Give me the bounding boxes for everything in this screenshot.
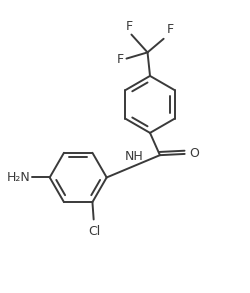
Text: H₂N: H₂N <box>6 171 30 184</box>
Text: NH: NH <box>125 150 143 163</box>
Text: F: F <box>126 20 132 33</box>
Text: F: F <box>116 53 123 66</box>
Text: O: O <box>188 147 198 161</box>
Text: F: F <box>166 23 173 36</box>
Text: Cl: Cl <box>88 225 100 238</box>
